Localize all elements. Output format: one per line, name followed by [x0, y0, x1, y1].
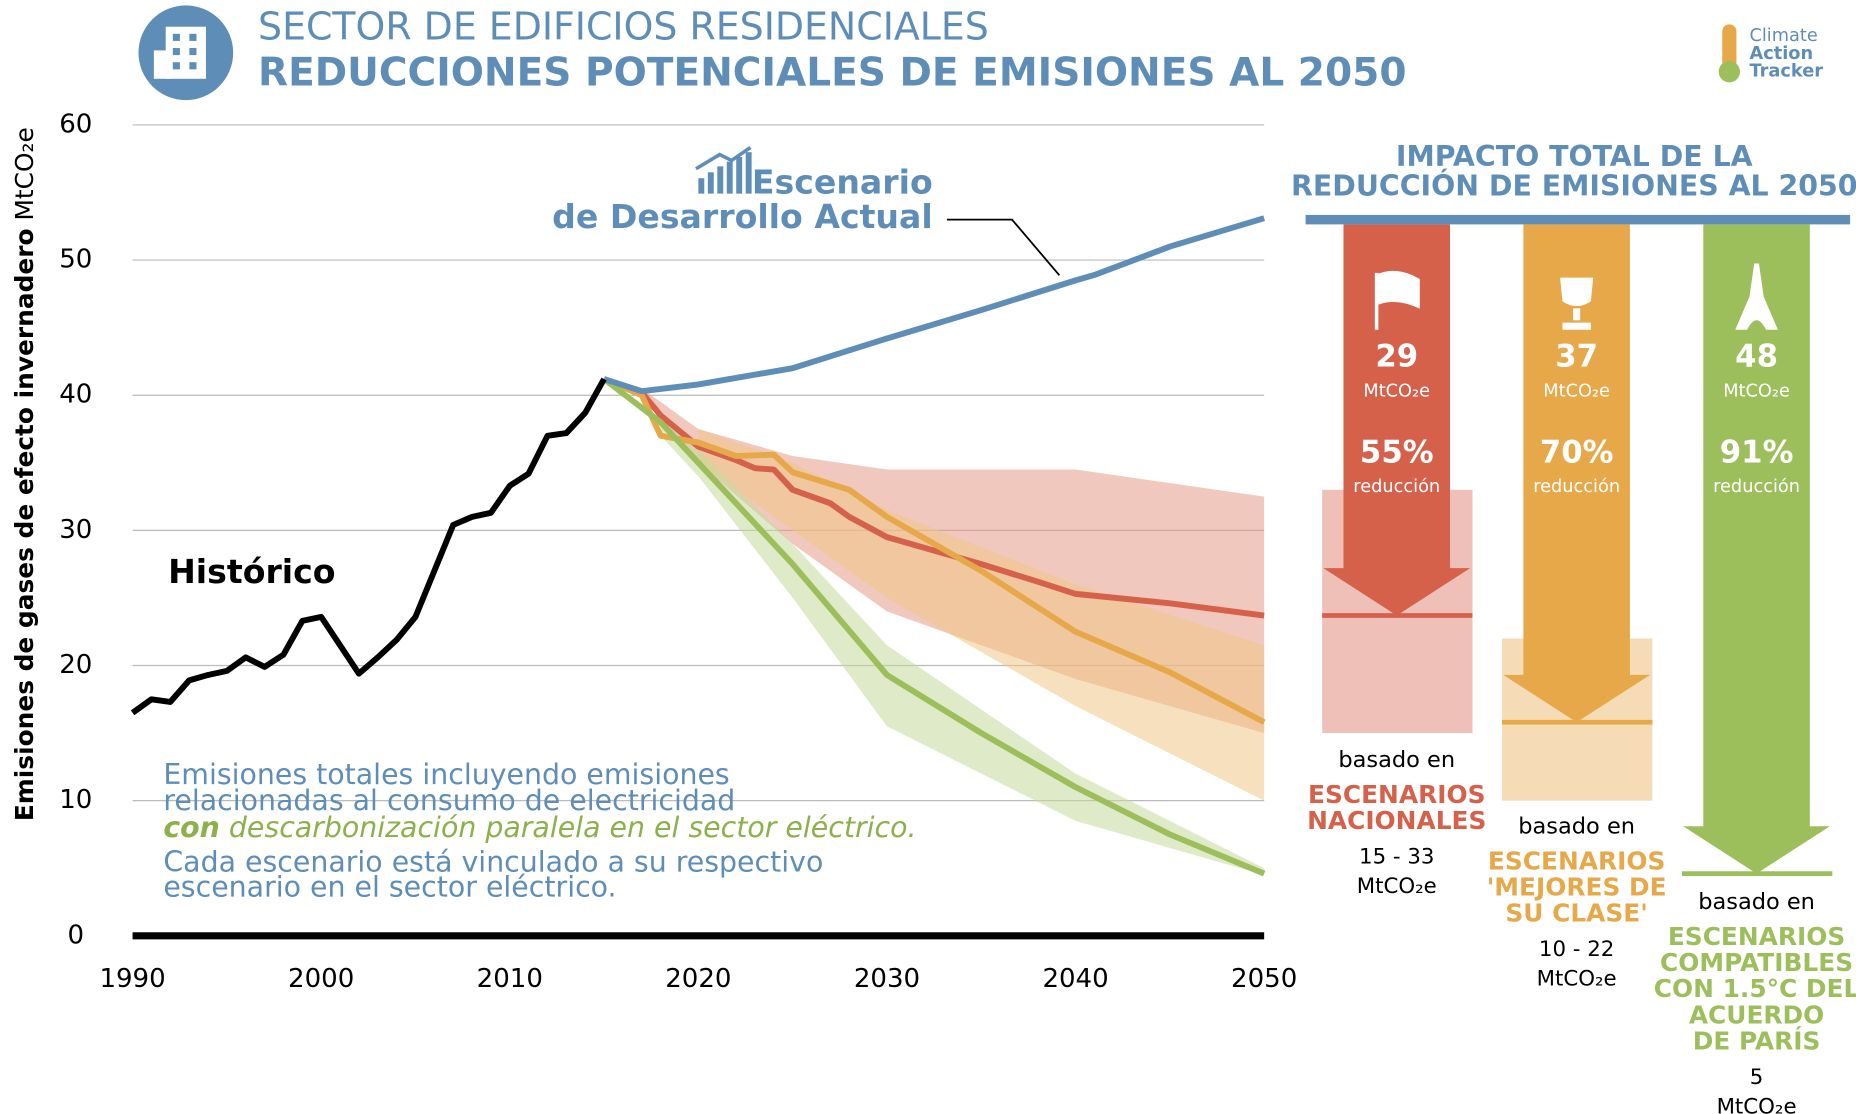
- y-tick-label: 50: [59, 245, 92, 275]
- leader-line: [946, 218, 1061, 276]
- reduction-percent-text: reducción: [1353, 477, 1440, 497]
- trend-icon: [695, 145, 752, 194]
- note-part: descarbonización paralela en el sector e…: [220, 811, 917, 844]
- reduction-arrow: [1683, 224, 1830, 874]
- x-tick-label: 2010: [477, 964, 543, 994]
- lines: [130, 215, 1266, 877]
- y-tick-label: 40: [59, 380, 92, 410]
- reduction-unit: MtCO₂e: [1723, 381, 1790, 401]
- x-tick-label: 2050: [1231, 964, 1297, 994]
- series-line: [130, 377, 607, 716]
- subtitle: REDUCCIONES POTENCIALES DE EMISIONES AL …: [258, 51, 1406, 96]
- note-part: Emisiones totales incluyendo emisiones: [163, 758, 729, 791]
- x-tick-label: 2020: [665, 964, 731, 994]
- reduction-percent-text: reducción: [1713, 477, 1800, 497]
- series-line: [603, 215, 1266, 395]
- range-text: MtCO₂e: [1357, 874, 1437, 899]
- scenario-name: ESCENARIOS: [1488, 846, 1665, 875]
- historic-label: Histórico: [168, 552, 335, 591]
- y-axis-title: Emisiones de gases de efecto invernadero: [10, 228, 39, 821]
- x-tick-label: 2040: [1042, 964, 1108, 994]
- panel-title: IMPACTO TOTAL DE LA: [1396, 140, 1753, 173]
- note: Emisiones totales incluyendo emisiones: [163, 758, 729, 791]
- flag-icon: [1374, 270, 1420, 330]
- x-tick-label: 2030: [854, 964, 920, 994]
- reduction-arrow: [1323, 224, 1471, 616]
- based-on: basado en: [1518, 813, 1635, 839]
- scenario-label: Escenario: [752, 163, 933, 202]
- title: SECTOR DE EDIFICIOS RESIDENCIALES: [258, 5, 989, 49]
- reduction-value: 37: [1555, 339, 1598, 375]
- scenario-name: ESCENARIOS: [1668, 922, 1845, 951]
- y-tick-label: 30: [59, 515, 92, 545]
- header-icon: [138, 5, 234, 101]
- x-tick-label: 2000: [288, 964, 354, 994]
- panel-bar: [1305, 214, 1851, 225]
- scenario-name: COMPATIBLES: [1660, 948, 1853, 977]
- y-tick-label: 60: [59, 109, 92, 139]
- scenario-name: 'MEJORES DE: [1487, 872, 1667, 901]
- reduction-value: 29: [1375, 339, 1418, 375]
- note: relacionadas al consumo de electricidad: [163, 784, 735, 817]
- tower-icon: [1735, 263, 1778, 330]
- scenario-label: de Desarrollo Actual: [552, 197, 933, 236]
- note-part: Cada escenario está vinculado a su respe…: [163, 846, 823, 879]
- y-tick-label: 20: [59, 650, 92, 680]
- note-part: relacionadas al consumo de electricidad: [163, 784, 735, 817]
- reduction-percent: 91%: [1720, 435, 1794, 471]
- logo: Climate Action Tracker: [1718, 24, 1823, 83]
- reduction-unit: MtCO₂e: [1363, 381, 1430, 401]
- reduction-arrow: [1503, 224, 1651, 723]
- note: con descarbonización paralela en el sect…: [163, 811, 916, 844]
- note-part: escenario en el sector eléctrico.: [163, 870, 616, 903]
- range-text: 15 - 33: [1359, 845, 1434, 870]
- reduction-percent-text: reducción: [1533, 477, 1620, 497]
- scenario-name: ESCENARIOS: [1308, 780, 1485, 809]
- y-tick-label: 10: [59, 785, 92, 815]
- series-line: [602, 376, 1266, 877]
- y-axis-label: Emisiones de gases de efecto invernadero…: [10, 127, 39, 821]
- range-text: 10 - 22: [1539, 937, 1614, 962]
- reduction-percent: 70%: [1540, 435, 1614, 471]
- scenario-name: NACIONALES: [1307, 806, 1486, 835]
- trophy-icon: [1560, 277, 1594, 330]
- y-tick-label: 0: [67, 920, 84, 950]
- range-band: [698, 429, 1265, 801]
- reduction-percent: 55%: [1360, 435, 1434, 471]
- range-text: 5: [1750, 1065, 1764, 1090]
- y-axis-unit: MtCO₂e: [10, 127, 39, 220]
- range-text: MtCO₂e: [1717, 1094, 1797, 1114]
- series-line: [603, 376, 1265, 619]
- scenario-name: SU CLASE': [1505, 898, 1647, 927]
- reduction-unit: MtCO₂e: [1543, 381, 1610, 401]
- logo-text: Climate: [1749, 26, 1817, 46]
- scenario-name: CON 1.5°C DEL: [1654, 974, 1856, 1003]
- logo-text: Tracker: [1749, 62, 1823, 82]
- range-text: MtCO₂e: [1537, 967, 1617, 992]
- panel-title: REDUCCIÓN DE EMISIONES AL 2050: [1291, 169, 1856, 203]
- x-tick-label: 1990: [99, 964, 165, 994]
- scenario-name: DE PARÍS: [1693, 1026, 1821, 1055]
- based-on: basado en: [1698, 889, 1815, 915]
- note: escenario en el sector eléctrico.: [163, 870, 616, 903]
- based-on: basado en: [1338, 747, 1455, 773]
- reduction-value: 48: [1735, 339, 1778, 375]
- note-part: con: [163, 811, 220, 844]
- series-line: [602, 376, 1266, 725]
- scenario-name: ACUERDO: [1689, 1000, 1824, 1029]
- notes: Emisiones totales incluyendo emisionesre…: [163, 758, 916, 903]
- note: Cada escenario está vinculado a su respe…: [163, 846, 823, 879]
- logo-text: Action: [1749, 44, 1813, 64]
